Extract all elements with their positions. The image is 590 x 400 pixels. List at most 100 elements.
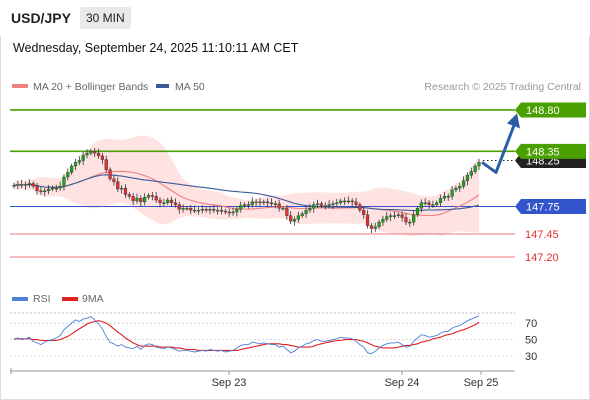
candle-body: [231, 211, 235, 214]
rsi-ma-legend-label: 9MA: [82, 293, 104, 305]
candle: [100, 153, 104, 165]
candle-body: [454, 187, 458, 191]
candle-body: [442, 196, 447, 199]
candle: [235, 206, 239, 217]
candle: [239, 201, 243, 213]
timeframe-button[interactable]: 30 MIN: [80, 7, 131, 29]
candle: [96, 148, 101, 159]
candle-body: [77, 160, 81, 163]
candle-body: [158, 199, 162, 203]
candle-body: [100, 155, 104, 160]
candle-body: [189, 208, 193, 211]
candle: [312, 201, 316, 213]
candle-body: [204, 209, 208, 211]
candle-body: [196, 209, 201, 212]
candle: [292, 216, 297, 226]
candle-body: [392, 215, 397, 217]
candle-body: [250, 201, 254, 205]
candle-body: [89, 151, 93, 154]
candle: [27, 179, 31, 188]
candle-body: [350, 200, 354, 203]
candle-body: [16, 184, 20, 186]
resistance-label-box: [515, 102, 586, 118]
candle-body: [66, 172, 70, 178]
candle-body: [423, 202, 427, 204]
candle-body: [135, 197, 139, 202]
candle: [304, 206, 308, 218]
candle: [358, 202, 362, 213]
ma20-legend-label: MA 20 + Bollinger Bands: [33, 81, 148, 93]
candle-body: [385, 216, 389, 220]
candle: [427, 199, 431, 210]
candle-body: [81, 154, 85, 161]
candle-body: [70, 165, 74, 173]
candle: [446, 193, 450, 201]
candle: [385, 212, 389, 223]
candle: [166, 197, 170, 206]
candle: [465, 172, 470, 186]
rsi-legend-label: RSI: [33, 293, 51, 305]
candle-body: [242, 204, 247, 206]
support-label-147-45: 147.45: [525, 229, 559, 241]
candle: [227, 208, 231, 217]
candle-body: [373, 226, 377, 229]
candle: [258, 197, 262, 207]
candle: [331, 200, 335, 210]
candle-body: [46, 188, 51, 192]
candle: [377, 219, 381, 229]
rsi-ma-legend-swatch: [62, 297, 78, 301]
candle-body: [166, 199, 170, 203]
candle: [139, 195, 143, 207]
candle-body: [235, 209, 239, 213]
candle: [146, 193, 151, 200]
candle-body: [396, 214, 400, 216]
candle: [120, 185, 124, 194]
candle: [285, 204, 289, 220]
candle: [315, 199, 320, 209]
resistance-label-148-80: 148.80: [515, 102, 586, 118]
pivot-label-147-75: 147.75: [515, 198, 586, 214]
candle-body: [85, 152, 89, 156]
moving-averages: [13, 170, 480, 217]
candle-body: [39, 190, 43, 193]
candle-body: [200, 209, 204, 211]
candle: [354, 197, 358, 209]
candle: [185, 206, 189, 211]
candle: [266, 198, 270, 207]
candle: [20, 179, 24, 189]
candle: [212, 204, 216, 213]
candle-body: [31, 183, 35, 187]
candle: [219, 206, 224, 215]
candle: [46, 185, 51, 195]
candle-body: [404, 217, 408, 223]
candle: [208, 205, 212, 215]
candle-body: [150, 195, 154, 197]
candle: [450, 185, 454, 200]
candle-body: [415, 208, 420, 215]
candle-body: [262, 201, 266, 204]
forecast-arrow-path: [481, 124, 516, 174]
candle: [23, 181, 28, 190]
candle: [216, 207, 220, 215]
currency-pair: USD/JPY: [11, 10, 71, 26]
candle: [423, 198, 427, 206]
candle: [12, 183, 16, 189]
candle-body: [266, 201, 270, 204]
candle-body: [12, 185, 16, 187]
candle-body: [335, 202, 339, 204]
candle-body: [296, 215, 300, 220]
rsi-legend-swatch: [12, 297, 28, 301]
candle: [177, 201, 181, 214]
candle-body: [185, 208, 189, 210]
candle: [269, 198, 274, 207]
candle-body: [327, 204, 331, 206]
candle: [223, 208, 227, 215]
candle-body: [354, 201, 358, 205]
pivot-label-box: [515, 198, 586, 214]
bollinger-band-fill: [14, 135, 479, 236]
candle: [415, 206, 420, 218]
candle: [319, 201, 324, 208]
candle: [143, 193, 147, 206]
candle: [108, 167, 112, 182]
